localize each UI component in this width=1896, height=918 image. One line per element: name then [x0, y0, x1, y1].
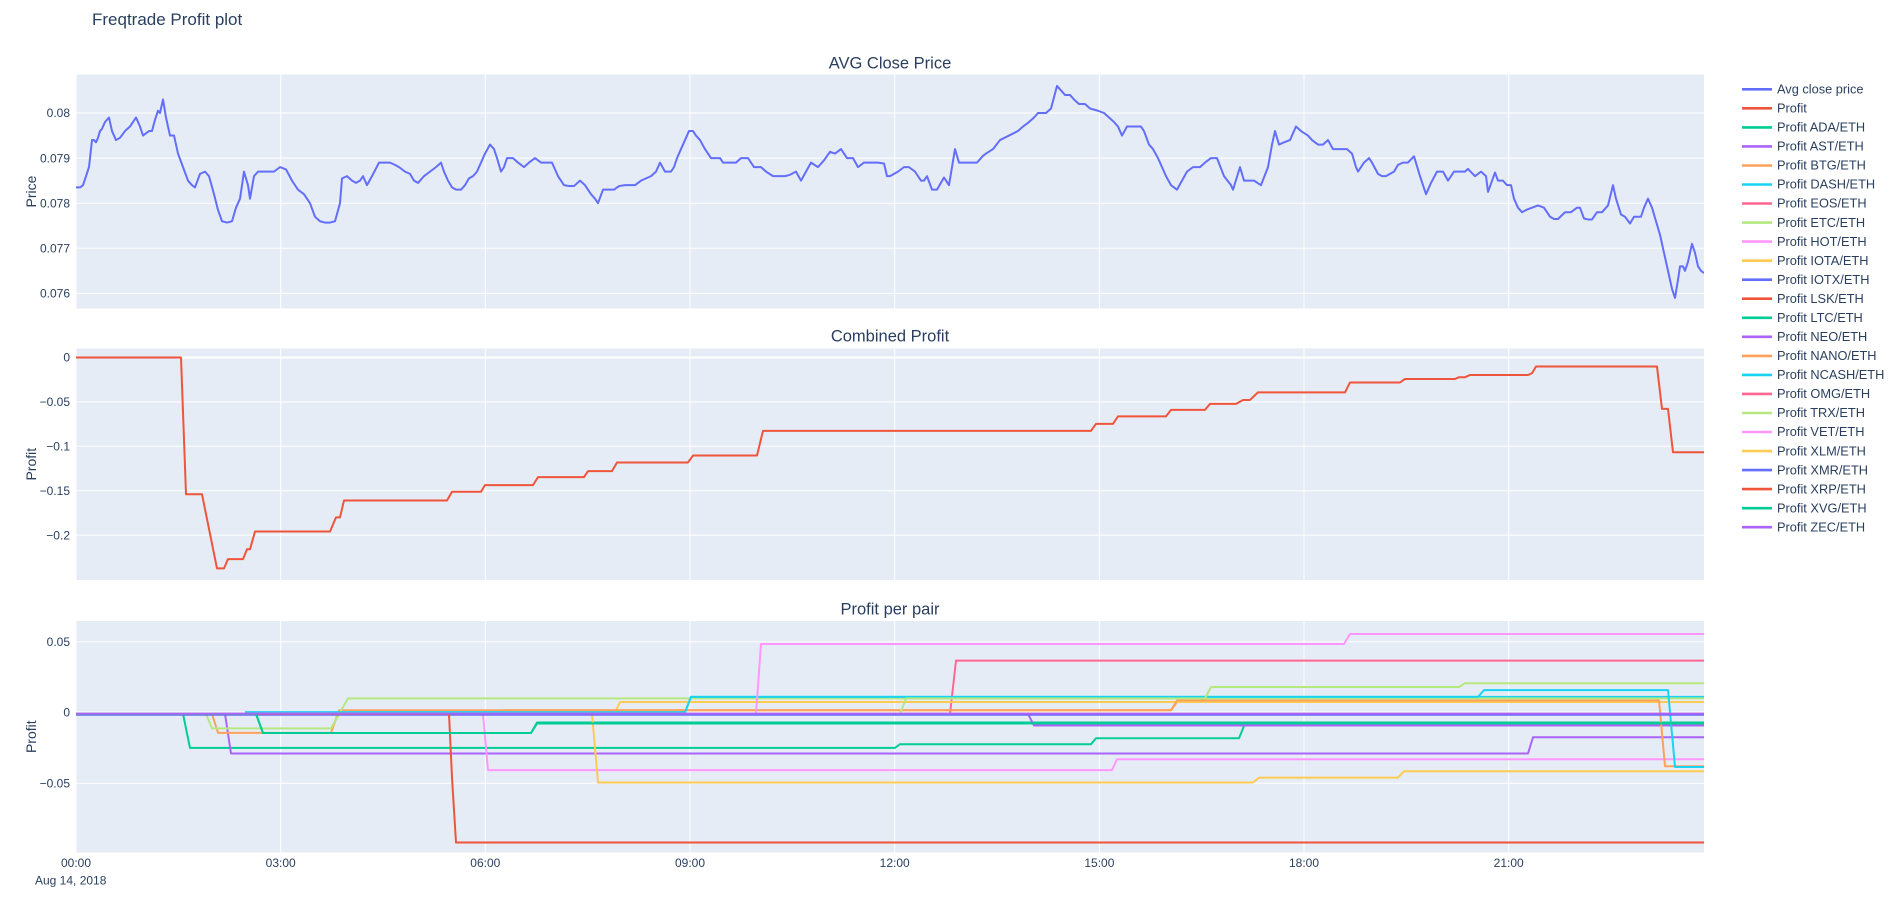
- svg-text:Profit XMR/ETH: Profit XMR/ETH: [1777, 462, 1868, 477]
- svg-text:Profit: Profit: [1777, 101, 1807, 116]
- svg-text:09:00: 09:00: [675, 856, 705, 870]
- svg-text:Freqtrade Profit plot: Freqtrade Profit plot: [92, 10, 243, 29]
- svg-text:Profit DASH/ETH: Profit DASH/ETH: [1777, 177, 1875, 192]
- svg-text:0.076: 0.076: [40, 287, 70, 301]
- svg-text:Profit HOT/ETH: Profit HOT/ETH: [1777, 234, 1867, 249]
- svg-text:Profit VET/ETH: Profit VET/ETH: [1777, 424, 1864, 439]
- svg-text:Profit XLM/ETH: Profit XLM/ETH: [1777, 443, 1866, 458]
- svg-text:0.078: 0.078: [40, 196, 70, 210]
- svg-text:Profit ADA/ETH: Profit ADA/ETH: [1777, 120, 1865, 135]
- svg-text:Profit NANO/ETH: Profit NANO/ETH: [1777, 348, 1877, 363]
- svg-text:0.079: 0.079: [40, 151, 70, 165]
- svg-text:06:00: 06:00: [470, 856, 500, 870]
- svg-text:15:00: 15:00: [1084, 856, 1114, 870]
- svg-text:Profit IOTX/ETH: Profit IOTX/ETH: [1777, 272, 1869, 287]
- svg-text:Profit per pair: Profit per pair: [840, 601, 940, 619]
- svg-text:00:00: 00:00: [61, 856, 91, 870]
- svg-text:Profit ZEC/ETH: Profit ZEC/ETH: [1777, 519, 1865, 534]
- svg-text:18:00: 18:00: [1289, 856, 1319, 870]
- svg-text:0: 0: [63, 706, 70, 720]
- svg-text:Profit AST/ETH: Profit AST/ETH: [1777, 139, 1864, 154]
- svg-text:−0.15: −0.15: [40, 484, 71, 498]
- svg-text:Profit OMG/ETH: Profit OMG/ETH: [1777, 386, 1870, 401]
- svg-text:0: 0: [63, 351, 70, 365]
- svg-text:Profit NEO/ETH: Profit NEO/ETH: [1777, 329, 1867, 344]
- svg-text:Profit NCASH/ETH: Profit NCASH/ETH: [1777, 367, 1884, 382]
- svg-text:Price: Price: [23, 175, 39, 207]
- svg-text:−0.2: −0.2: [46, 528, 70, 542]
- svg-text:AVG Close Price: AVG Close Price: [829, 55, 952, 73]
- svg-text:12:00: 12:00: [880, 856, 910, 870]
- svg-text:−0.05: −0.05: [40, 777, 71, 791]
- svg-text:Avg close price: Avg close price: [1777, 82, 1864, 97]
- svg-text:Aug 14, 2018: Aug 14, 2018: [35, 874, 107, 888]
- svg-text:−0.05: −0.05: [40, 395, 71, 409]
- svg-text:03:00: 03:00: [266, 856, 296, 870]
- svg-text:21:00: 21:00: [1494, 856, 1524, 870]
- svg-text:Profit XRP/ETH: Profit XRP/ETH: [1777, 481, 1866, 496]
- svg-text:0.077: 0.077: [40, 242, 70, 256]
- svg-text:Profit EOS/ETH: Profit EOS/ETH: [1777, 196, 1867, 211]
- svg-text:Profit IOTA/ETH: Profit IOTA/ETH: [1777, 253, 1868, 268]
- svg-text:0.08: 0.08: [47, 106, 71, 120]
- svg-text:Profit ETC/ETH: Profit ETC/ETH: [1777, 215, 1865, 230]
- svg-text:Profit: Profit: [23, 448, 39, 481]
- svg-text:−0.1: −0.1: [46, 440, 70, 454]
- svg-text:Profit BTG/ETH: Profit BTG/ETH: [1777, 158, 1866, 173]
- svg-text:Profit: Profit: [23, 720, 39, 753]
- svg-text:Profit XVG/ETH: Profit XVG/ETH: [1777, 500, 1867, 515]
- svg-text:Profit LTC/ETH: Profit LTC/ETH: [1777, 310, 1863, 325]
- svg-text:Combined Profit: Combined Profit: [831, 328, 950, 346]
- svg-text:Profit LSK/ETH: Profit LSK/ETH: [1777, 291, 1864, 306]
- svg-text:0.05: 0.05: [47, 635, 71, 649]
- svg-text:Profit TRX/ETH: Profit TRX/ETH: [1777, 405, 1865, 420]
